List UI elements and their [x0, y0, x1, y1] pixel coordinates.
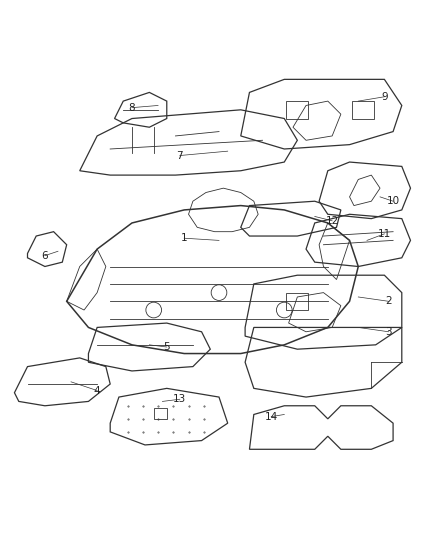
Bar	[154, 408, 167, 419]
Text: 6: 6	[42, 251, 48, 261]
Text: 5: 5	[163, 342, 170, 352]
Text: 4: 4	[94, 385, 100, 395]
Text: 11: 11	[378, 229, 391, 239]
Text: 7: 7	[177, 150, 183, 160]
Text: 2: 2	[385, 296, 392, 306]
Bar	[352, 101, 374, 118]
Text: 14: 14	[265, 411, 278, 422]
Bar	[286, 101, 308, 118]
Text: 8: 8	[129, 103, 135, 112]
Text: 9: 9	[381, 92, 388, 102]
Text: 13: 13	[173, 394, 187, 404]
Text: 3: 3	[385, 327, 392, 337]
Text: 10: 10	[386, 196, 399, 206]
Text: 1: 1	[181, 233, 187, 243]
Text: 12: 12	[325, 216, 339, 226]
Bar	[286, 293, 308, 310]
